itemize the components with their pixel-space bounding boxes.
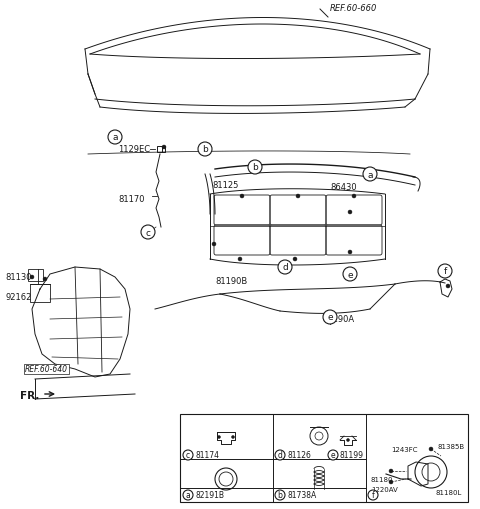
Circle shape xyxy=(212,242,216,246)
Circle shape xyxy=(275,450,285,460)
Text: 81170: 81170 xyxy=(118,195,144,204)
Text: d: d xyxy=(282,263,288,272)
Circle shape xyxy=(183,450,193,460)
Text: 81126: 81126 xyxy=(287,450,311,460)
Circle shape xyxy=(323,310,337,324)
Circle shape xyxy=(238,258,242,262)
Text: 81190A: 81190A xyxy=(322,315,354,324)
Circle shape xyxy=(183,490,193,500)
Text: b: b xyxy=(252,163,258,172)
Text: a: a xyxy=(112,133,118,142)
Text: FR.: FR. xyxy=(20,390,39,400)
Circle shape xyxy=(389,480,393,484)
Circle shape xyxy=(347,439,349,442)
Circle shape xyxy=(278,261,292,274)
Text: c: c xyxy=(186,450,190,460)
Circle shape xyxy=(43,277,47,281)
Text: f: f xyxy=(444,267,446,276)
Circle shape xyxy=(348,250,352,254)
Circle shape xyxy=(162,146,166,150)
Text: 1129EC: 1129EC xyxy=(118,144,150,153)
Circle shape xyxy=(141,225,155,240)
Text: b: b xyxy=(202,145,208,154)
Bar xyxy=(157,147,165,153)
Text: a: a xyxy=(186,491,191,499)
Text: a: a xyxy=(367,170,373,179)
Circle shape xyxy=(343,267,357,281)
Circle shape xyxy=(296,194,300,199)
Text: f: f xyxy=(372,491,374,499)
Text: 81130: 81130 xyxy=(5,273,32,282)
Circle shape xyxy=(389,469,393,473)
Bar xyxy=(28,269,43,281)
Circle shape xyxy=(429,447,433,451)
Circle shape xyxy=(275,490,285,500)
Circle shape xyxy=(108,131,122,145)
Circle shape xyxy=(368,490,378,500)
Text: REF.60-640: REF.60-640 xyxy=(25,365,68,374)
Text: e: e xyxy=(347,270,353,279)
Text: 81125: 81125 xyxy=(212,181,239,190)
Text: 92162: 92162 xyxy=(5,293,31,302)
Circle shape xyxy=(348,211,352,215)
Text: d: d xyxy=(277,450,282,460)
Bar xyxy=(180,414,468,502)
Bar xyxy=(30,285,50,302)
Circle shape xyxy=(217,436,220,439)
Circle shape xyxy=(240,194,244,199)
Circle shape xyxy=(438,265,452,278)
Circle shape xyxy=(248,161,262,175)
Circle shape xyxy=(231,436,235,439)
Circle shape xyxy=(352,194,356,199)
Circle shape xyxy=(363,167,377,182)
Text: b: b xyxy=(277,491,282,499)
Text: 81199: 81199 xyxy=(340,450,364,460)
Text: 81190B: 81190B xyxy=(215,277,247,286)
Text: 82191B: 82191B xyxy=(195,491,224,499)
Text: 86430: 86430 xyxy=(330,182,357,191)
Text: 1220AV: 1220AV xyxy=(371,486,398,492)
Text: 81180: 81180 xyxy=(371,476,394,482)
Text: e: e xyxy=(327,313,333,322)
Text: e: e xyxy=(331,450,336,460)
Text: 1243FC: 1243FC xyxy=(391,446,418,452)
Circle shape xyxy=(293,258,297,262)
Circle shape xyxy=(328,450,338,460)
Text: c: c xyxy=(145,228,151,237)
Text: 81180L: 81180L xyxy=(436,489,462,495)
Circle shape xyxy=(30,275,34,279)
Circle shape xyxy=(198,143,212,157)
Text: 81385B: 81385B xyxy=(438,443,465,449)
Text: REF.60-660: REF.60-660 xyxy=(330,4,377,13)
Text: 81174: 81174 xyxy=(195,450,219,460)
Text: 81738A: 81738A xyxy=(287,491,316,499)
Circle shape xyxy=(446,285,450,289)
